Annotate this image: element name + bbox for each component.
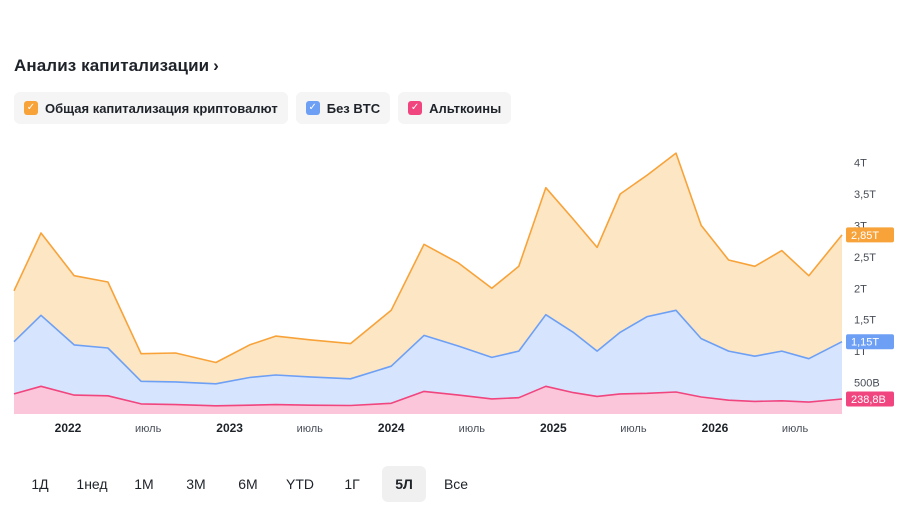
last-value-badge-bg: [846, 227, 894, 243]
y-tick-label: 2,5T: [854, 252, 876, 264]
x-tick-label: 2025: [540, 421, 567, 435]
checkbox-checked-icon: ✓: [305, 101, 320, 115]
last-value-badge-text: 1,15T: [851, 337, 879, 349]
last-value-badge-bg: [846, 334, 894, 350]
market-cap-analysis-title[interactable]: Анализ капитализации ›: [14, 56, 219, 76]
legend-toggle-altcoins[interactable]: ✓ Альткоины: [398, 92, 512, 124]
checkbox-checked-icon: ✓: [24, 101, 38, 115]
legend-toggle-total[interactable]: ✓ Общая капитализация криптовалют: [14, 92, 288, 124]
series-line-1: [13, 309, 843, 385]
x-tick-label: июль: [782, 423, 809, 435]
series-area-2: [14, 386, 842, 414]
y-tick-label: 3,5T: [854, 189, 876, 201]
x-tick-label: 2026: [702, 421, 729, 435]
last-value-badges: 2,85T 1,15T 238,8B: [846, 227, 894, 407]
range-5y[interactable]: 5Л: [382, 466, 426, 502]
range-1m[interactable]: 1М: [134, 476, 154, 492]
chevron-right-icon: ›: [213, 56, 219, 75]
range-all[interactable]: Все: [443, 476, 469, 492]
x-tick-label: 2023: [216, 421, 243, 435]
range-1y[interactable]: 1Г: [344, 476, 360, 492]
legend-label: Альткоины: [429, 100, 502, 116]
series-line-0: [13, 152, 843, 364]
x-tick-label: июль: [297, 423, 324, 435]
plot-area: [13, 152, 843, 414]
range-1d[interactable]: 1Д: [31, 476, 49, 492]
x-tick-label: 2024: [378, 421, 405, 435]
last-value-badge-text: 2,85T: [851, 230, 879, 242]
range-ytd[interactable]: YTD: [286, 476, 314, 492]
x-tick-label: июль: [459, 423, 486, 435]
legend-label: Без BTC: [326, 100, 381, 116]
legend-toggle-ex-btc[interactable]: ✓ Без BTC: [295, 92, 391, 124]
legend-label: Общая капитализация криптовалют: [45, 100, 278, 116]
x-tick-label: 2022: [55, 421, 82, 435]
y-tick-label: 1,5T: [854, 315, 876, 327]
series-line-2: [13, 385, 843, 407]
title-text: Анализ капитализации: [14, 56, 210, 75]
series-area-1: [14, 310, 842, 414]
x-tick-label: июль: [620, 423, 647, 435]
checkbox-checked-icon: ✓: [408, 101, 423, 115]
y-tick-label: 2T: [854, 283, 867, 295]
y-tick-label: 500B: [854, 378, 880, 390]
range-6m[interactable]: 6М: [238, 476, 258, 492]
time-range-selector: 1Д 1нед 1М 3М 6М YTD 1Г 5Л Все: [18, 466, 478, 502]
range-3m[interactable]: 3М: [186, 476, 206, 492]
x-axis: 2022 июль 2023 июль 2024 июль 2025 июль 2026 июль: [55, 421, 809, 435]
series-legend: ✓ Общая капитализация криптовалют ✓ Без …: [14, 92, 512, 124]
y-tick-label: 4T: [854, 158, 867, 170]
range-1w[interactable]: 1нед: [76, 476, 108, 492]
x-tick-label: июль: [135, 423, 162, 435]
last-value-badge-bg: [846, 391, 894, 407]
last-value-badge-text: 238,8B: [851, 394, 886, 406]
